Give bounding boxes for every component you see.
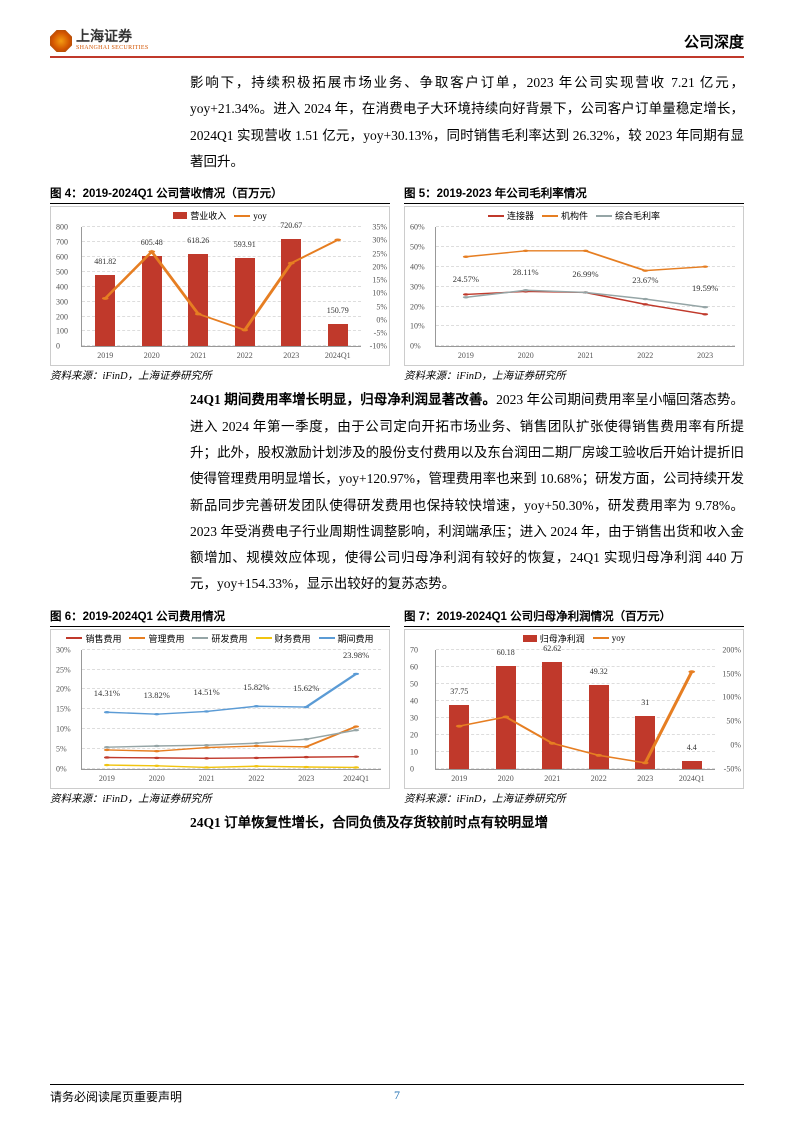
chart-6-source: 资料来源：iFinD，上海证券研究所 (50, 791, 390, 806)
logo-text-en: SHANGHAI SECURITIES (76, 45, 149, 51)
chart-5-source: 资料来源：iFinD，上海证券研究所 (404, 368, 744, 383)
paragraph-3-lead: 24Q1 订单恢复性增长，合同负债及存货较前时点有较明显增 (190, 815, 548, 830)
header-title: 公司深度 (684, 31, 744, 52)
footer-disclaimer: 请务必阅读尾页重要声明 (50, 1088, 182, 1105)
chart-4-title: 图 4：2019-2024Q1 公司营收情况（百万元） (50, 185, 390, 204)
chart-7-title: 图 7：2019-2024Q1 公司归母净利润情况（百万元） (404, 608, 744, 627)
logo: 上海证券 SHANGHAI SECURITIES (50, 30, 149, 52)
paragraph-2-lead: 24Q1 期间费用率增长明显，归母净利润显著改善。 (190, 392, 496, 407)
footer-page-number: 7 (394, 1088, 400, 1103)
chart-4-source: 资料来源：iFinD，上海证券研究所 (50, 368, 390, 383)
chart-7: 图 7：2019-2024Q1 公司归母净利润情况（百万元） 归母净利润yoy0… (404, 608, 744, 806)
chart-6-title: 图 6：2019-2024Q1 公司费用情况 (50, 608, 390, 627)
paragraph-2: 24Q1 期间费用率增长明显，归母净利润显著改善。2023 年公司期间费用率呈小… (190, 387, 744, 598)
chart-7-source: 资料来源：iFinD，上海证券研究所 (404, 791, 744, 806)
page-footer: 请务必阅读尾页重要声明 7 (50, 1084, 744, 1105)
chart-5-plot: 连接器机构件综合毛利率0%10%20%30%40%50%60%201920202… (404, 206, 744, 366)
paragraph-1: 影响下，持续积极拓展市场业务、争取客户订单，2023 年公司实现营收 7.21 … (190, 70, 744, 175)
page-header: 上海证券 SHANGHAI SECURITIES 公司深度 (50, 30, 744, 58)
chart-6: 图 6：2019-2024Q1 公司费用情况 销售费用管理费用研发费用财务费用期… (50, 608, 390, 806)
charts-row-2: 图 6：2019-2024Q1 公司费用情况 销售费用管理费用研发费用财务费用期… (50, 608, 744, 806)
charts-row-1: 图 4：2019-2024Q1 公司营收情况（百万元） 营业收入yoy01002… (50, 185, 744, 383)
paragraph-2-body: 2023 年公司期间费用率呈小幅回落态势。进入 2024 年第一季度，由于公司定… (190, 392, 744, 591)
chart-5: 图 5：2019-2023 年公司毛利率情况 连接器机构件综合毛利率0%10%2… (404, 185, 744, 383)
logo-mark-icon (50, 30, 72, 52)
paragraph-3: 24Q1 订单恢复性增长，合同负债及存货较前时点有较明显增 (190, 810, 744, 836)
chart-6-plot: 销售费用管理费用研发费用财务费用期间费用0%5%10%15%20%25%30%2… (50, 629, 390, 789)
chart-4-plot: 营业收入yoy0100200300400500600700800-10%-5%0… (50, 206, 390, 366)
logo-text-cn: 上海证券 (76, 31, 149, 45)
chart-7-plot: 归母净利润yoy010203040506070-50%0%50%100%150%… (404, 629, 744, 789)
chart-5-title: 图 5：2019-2023 年公司毛利率情况 (404, 185, 744, 204)
chart-4: 图 4：2019-2024Q1 公司营收情况（百万元） 营业收入yoy01002… (50, 185, 390, 383)
